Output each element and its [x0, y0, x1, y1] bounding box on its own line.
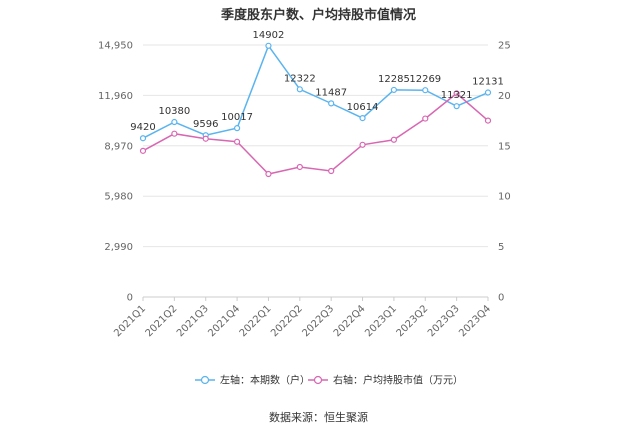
- data-label: 12322: [284, 73, 316, 84]
- data-point: [359, 141, 366, 148]
- x-axis-tick-label: 2023Q3: [426, 303, 462, 339]
- data-point: [453, 90, 460, 97]
- left-axis-tick-label: 14,950: [98, 41, 133, 52]
- x-axis-tick-label: 2022Q3: [300, 303, 336, 339]
- data-point: [390, 136, 398, 143]
- data-point: [422, 115, 429, 122]
- data-label: 10017: [221, 112, 253, 123]
- left-axis-tick-label: 11,960: [98, 91, 133, 102]
- legend-label-1: 右轴：户均持股市值（万元）: [333, 374, 463, 387]
- chart-title: 季度股东户数、户均持股市值情况: [220, 8, 416, 23]
- left-axis-tick-label: 5,980: [104, 192, 133, 203]
- right-axis-tick-label: 0: [498, 293, 504, 304]
- data-point: [484, 117, 492, 124]
- data-point: [265, 170, 272, 178]
- data-point: [390, 86, 398, 94]
- right-axis-tick-label: 15: [498, 141, 511, 152]
- data-label: 11487: [315, 87, 347, 98]
- data-label: 9596: [193, 119, 218, 130]
- x-axis-tick-label: 2023Q2: [395, 303, 431, 339]
- series-line-holders: [142, 44, 489, 139]
- left-axis-tick-label: 8,970: [104, 141, 133, 152]
- right-axis-tick-label: 10: [498, 192, 511, 203]
- data-point: [296, 86, 303, 93]
- right-axis-tick-label: 25: [498, 41, 511, 52]
- left-axis-tick-label: 2,990: [104, 242, 133, 253]
- data-point: [453, 103, 460, 110]
- data-label: 11321: [441, 90, 473, 101]
- data-point: [265, 42, 272, 49]
- legend-label-0: 左轴：本期数（户）: [220, 374, 310, 387]
- x-axis-tick-label: 2022Q1: [238, 303, 274, 339]
- data-point: [328, 100, 335, 107]
- data-point: [171, 130, 178, 137]
- data-point: [139, 147, 147, 154]
- x-axis-tick-label: 2021Q4: [206, 303, 242, 339]
- data-label: 12131: [472, 77, 504, 88]
- x-axis-tick-label: 2022Q4: [332, 303, 368, 339]
- legend-marker-0: [200, 375, 210, 385]
- data-point: [171, 118, 178, 126]
- data-source-note: 数据来源：恒生聚源: [269, 411, 368, 424]
- left-axis-tick-label: 0: [127, 293, 133, 304]
- right-axis-tick-label: 5: [498, 242, 504, 253]
- x-axis-tick-label: 2022Q2: [269, 303, 305, 339]
- series-line-market-value: [142, 92, 489, 175]
- x-axis-tick-label: 2021Q3: [175, 303, 211, 339]
- data-point: [233, 125, 241, 132]
- data-point: [202, 135, 209, 142]
- x-axis-tick-label: 2021Q1: [112, 303, 148, 339]
- data-label: 10380: [158, 106, 190, 117]
- x-axis-tick-label: 2023Q1: [363, 303, 399, 339]
- data-point: [484, 89, 492, 96]
- x-axis-tick-label: 2023Q4: [457, 303, 493, 339]
- data-label: 10614: [347, 102, 379, 113]
- legend-marker-1: [313, 375, 323, 385]
- data-point: [296, 163, 303, 171]
- data-label: 12269: [409, 74, 441, 85]
- data-label: 9420: [130, 122, 155, 133]
- data-point: [359, 114, 366, 122]
- data-label: 14902: [253, 30, 285, 41]
- data-point: [233, 138, 241, 145]
- x-axis-tick-label: 2021Q2: [144, 303, 180, 339]
- data-point: [422, 87, 429, 94]
- data-point: [328, 167, 335, 175]
- data-label: 12285: [378, 74, 410, 85]
- data-point: [139, 135, 147, 142]
- right-axis-tick-label: 20: [498, 91, 511, 102]
